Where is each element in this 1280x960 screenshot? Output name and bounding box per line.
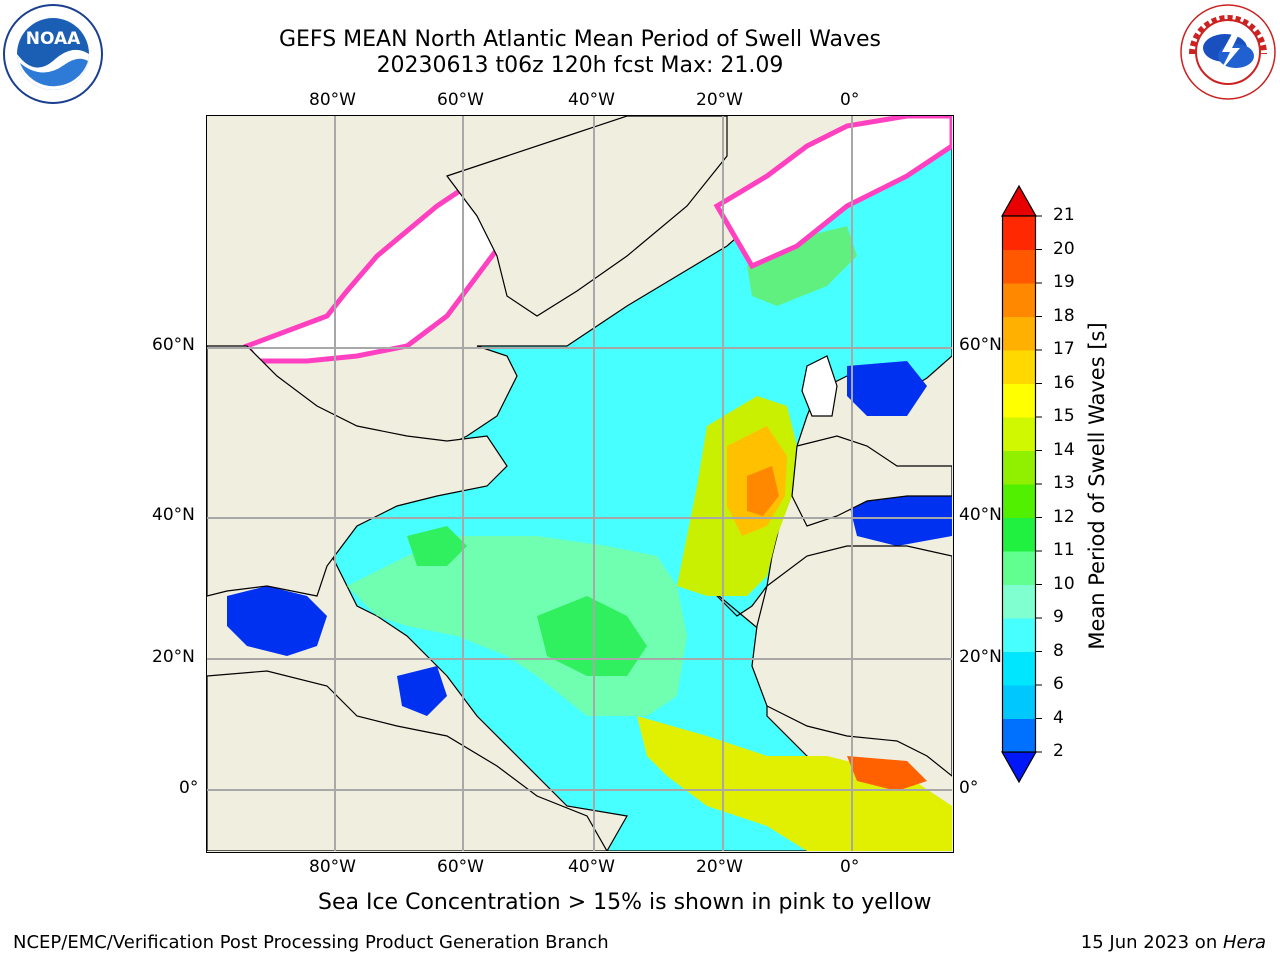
lat-label-left-20n: 20°N [152,647,195,667]
lat-label-right-60n: 60°N [959,335,1002,355]
colorbar-tick-label: 20 [1053,238,1075,259]
swell-zone-15-17s-guinea [637,716,952,851]
swell-zone-2-4s-caribbean [397,666,447,716]
swell-zone-11s-north [407,526,467,566]
colorbar-segment [1002,618,1036,652]
colorbar-tick-label: 19 [1053,272,1075,292]
graticule [207,116,952,851]
lon-label-bottom-80w: 80°W [309,857,356,877]
swell-zone-2-4s-mediterranean [847,486,952,546]
colorbar-segment [1002,350,1036,384]
swell-zone-2-4s-gulf [227,586,327,656]
swell-zone-2-4s-north-sea [847,361,927,416]
colorbar-tick-label: 12 [1053,506,1075,527]
colorbar-segment [1002,584,1036,619]
colorbar-segment [1002,517,1036,552]
colorbar-tick-label: 15 [1053,406,1075,426]
colorbar-segment [1002,316,1036,351]
colorbar-segment [1002,718,1036,753]
lon-label-top-60w: 60°W [437,90,484,110]
colorbar-segment [1002,484,1036,518]
colorbar-segment [1002,249,1036,284]
footer-date: 15 Jun 2023 on [1080,932,1223,953]
swell-zone-11s-south [537,596,647,676]
chart-title-line1: GEFS MEAN North Atlantic Mean Period of … [278,27,881,52]
lon-label-top-0: 0° [840,90,860,110]
colorbar-tick-label: 6 [1053,674,1064,694]
sea-ice-note: Sea Ice Concentration > 15% is shown in … [318,890,932,915]
colorbar-segment [1002,383,1036,418]
lat-label-right-20n: 20°N [959,647,1002,667]
colorbar-tick-label: 13 [1053,473,1075,493]
colorbar-extend-min [1000,751,1038,784]
colorbar-tick-label: 16 [1053,372,1075,393]
lon-label-top-80w: 80°W [309,90,356,110]
colorbar-frame [1001,215,1037,753]
south-america-coast [207,670,608,851]
colorbar-tick-label: 18 [1053,305,1075,326]
colorbar-extend-max [1000,184,1038,217]
colorbar-label: Mean Period of Swell Waves [s] [1085,322,1109,650]
colorbar-segment [1002,417,1036,451]
colorbar-segment [1002,283,1036,317]
chart-title-line2: 20230613 t06z 120h fcst Max: 21.09 [376,53,784,78]
noaa-logo: NOAA [2,3,104,105]
map-panel [206,115,954,853]
colorbar-tick-label: 14 [1053,439,1075,460]
footer-left: NCEP/EMC/Verification Post Processing Pr… [13,932,609,953]
lat-label-left-0: 0° [179,778,199,798]
sea-ice-greenland [713,116,952,270]
colorbar-tick-label: 8 [1053,640,1064,661]
lon-label-bottom-20w: 20°W [696,857,743,877]
swell-zone-12s-nordic [747,226,857,306]
lon-label-bottom-0: 0° [840,857,860,877]
noaa-logo-text: NOAA [26,29,81,49]
colorbar-tick-label: 17 [1053,339,1075,359]
colorbar [1000,184,1042,784]
colorbar-tick-label: 21 [1053,205,1075,225]
swell-zone-19-20s-guinea [847,756,927,791]
colorbar-segment [1002,651,1036,686]
europe-coast [791,435,952,527]
colorbar-graphic [1000,184,1042,784]
colorbar-segment [1002,685,1036,719]
lon-label-top-20w: 20°W [696,90,743,110]
lon-label-bottom-60w: 60°W [437,857,484,877]
colorbar-segment [1002,450,1036,485]
colorbar-tick-label: 9 [1053,607,1064,627]
colorbar-tick-label: 10 [1053,573,1075,594]
greenland-land [446,116,728,317]
lon-label-top-40w: 40°W [568,90,615,110]
footer-right: 15 Jun 2023 on Hera [1081,932,1266,953]
colorbar-segment [1002,216,1036,250]
lat-label-right-40n: 40°N [959,505,1002,525]
colorbar-tick-label: 11 [1053,540,1075,560]
british-isles [801,355,838,417]
lon-label-bottom-40w: 40°W [568,857,615,877]
north-america-coast [207,345,508,597]
colorbar-tick-label: 4 [1053,707,1064,728]
colorbar-segment [1002,551,1036,585]
footer-machine: Hera [1222,932,1266,953]
lat-label-left-40n: 40°N [152,505,195,525]
lat-label-right-0: 0° [959,778,979,798]
colorbar-tick-label: 2 [1053,741,1064,761]
swell-zone-19s-peak [747,466,779,516]
lat-label-left-60n: 60°N [152,335,195,355]
nws-logo [1178,2,1278,102]
